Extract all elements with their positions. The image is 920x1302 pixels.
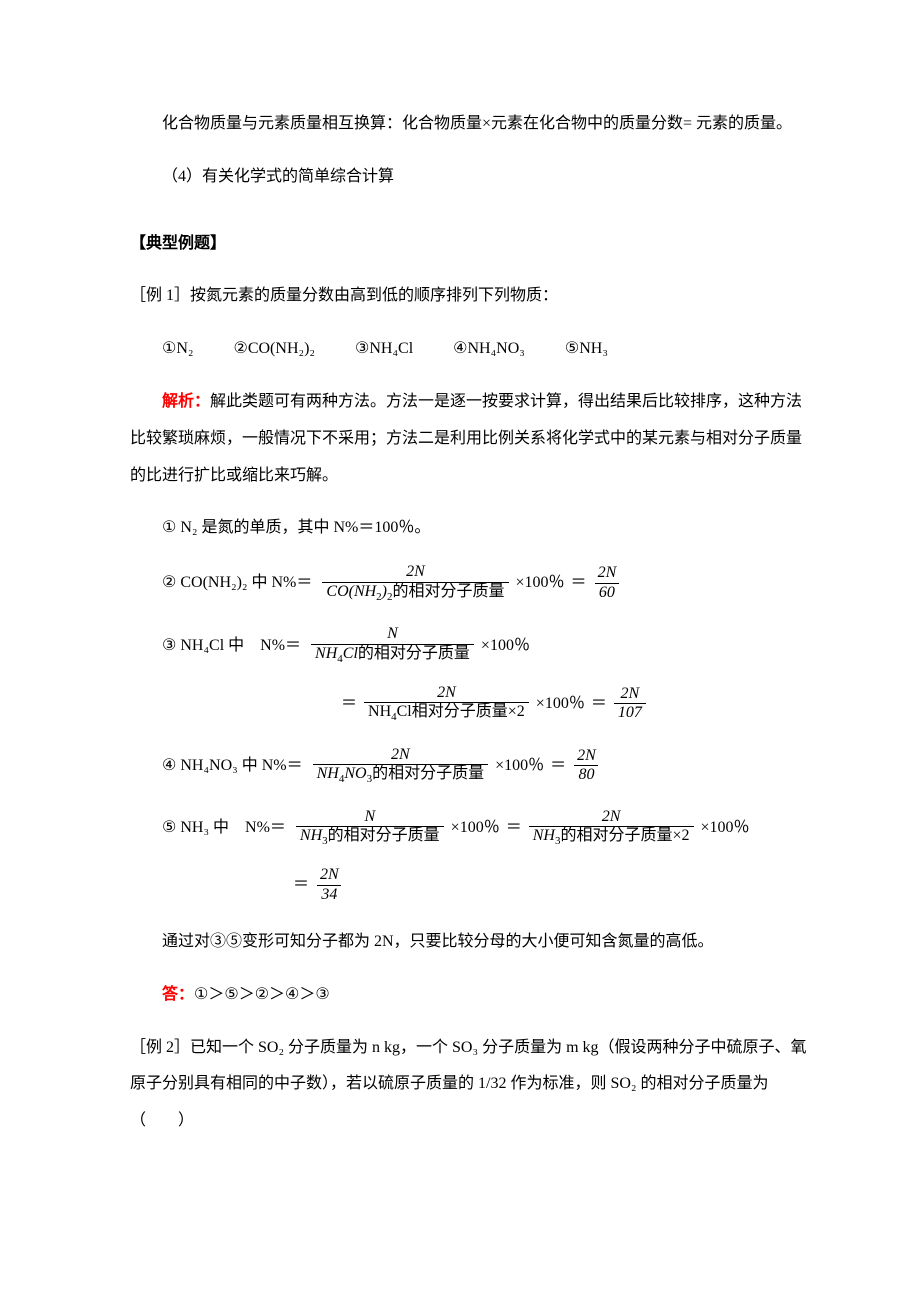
ex1-step-5: ⑤ NH₃ 中 N%＝ N NH3的相对分子质量 ×100％ ＝ 2N NH3的… (130, 808, 810, 848)
ex1-step-3-lead: ③ NH₄Cl 中 N%＝ (162, 638, 301, 654)
op-eq-2: ＝ (341, 696, 357, 712)
op-eq-4: ＝ (550, 758, 566, 774)
op-x100-2: ×100％ (481, 638, 530, 654)
op-x100-5: ×100％ (451, 820, 500, 836)
ex1-step-5b: ＝ 2N 34 (130, 866, 810, 904)
ex1-opt-2: ②CO(NH₂)₂ (233, 340, 315, 357)
ex1-step-4-lead: ④ NH₄NO₃ 中 N%＝ (162, 758, 303, 774)
frac-nh3: N NH3的相对分子质量 (296, 808, 444, 848)
frac-nh4cl: N NH4Cl的相对分子质量 (311, 625, 474, 665)
op-x100-3: ×100％ (536, 696, 585, 712)
op-eq-5: ＝ (506, 820, 522, 836)
ex1-step-3: ③ NH₄Cl 中 N%＝ N NH4Cl的相对分子质量 ×100％ (130, 625, 810, 665)
ex2-text: ［例 2］已知一个 SO₂ 分子质量为 n kg，一个 SO₃ 分子质量为 m … (130, 1030, 810, 1140)
op-x100-6: ×100％ (701, 820, 750, 836)
frac-nh4no3: 2N NH4NO3的相对分子质量 (313, 746, 488, 786)
ex1-step-3b: ＝ 2N NH4Cl相对分子质量×2 ×100％ ＝ 2N 107 (130, 684, 810, 724)
op-x100-4: ×100％ (495, 758, 544, 774)
op-eq-1: ＝ (571, 575, 587, 591)
frac-2n-80: 2N 80 (573, 747, 600, 785)
ex1-step-4: ④ NH₄NO₃ 中 N%＝ 2N NH4NO3的相对分子质量 ×100％ ＝ … (130, 746, 810, 786)
ex1-conclusion: 通过对③⑤变形可知分子都为 2N，只要比较分母的大小便可知含氮量的高低。 (130, 924, 810, 961)
ex1-analysis: 解析：解此类题可有两种方法。方法一是逐一按要求计算，得出结果后比较排序，这种方法… (130, 384, 810, 494)
op-x100-1: ×100％ (516, 575, 565, 591)
ex1-options: ①N₂ ②CO(NH₂)₂ ③NH₄Cl ④NH₄NO₃ ⑤NH₃ (130, 331, 810, 368)
frac-2n-107: 2N 107 (614, 685, 646, 723)
answer-label: 答： (162, 986, 194, 1003)
frac-nh4cl-x2: 2N NH4Cl相对分子质量×2 (364, 684, 529, 724)
section-header: 【典型例题】 (130, 226, 810, 263)
intro-line-1: 化合物质量与元素质量相互换算：化合物质量×元素在化合物中的质量分数= 元素的质量… (130, 106, 810, 143)
frac-2n-34: 2N 34 (316, 866, 343, 904)
ex1-title: ［例 1］按氮元素的质量分数由高到低的顺序排列下列物质： (130, 278, 810, 315)
op-eq-3: ＝ (591, 696, 607, 712)
answer-text: ①＞⑤＞②＞④＞③ (194, 986, 330, 1003)
ex1-answer: 答：①＞⑤＞②＞④＞③ (130, 977, 810, 1014)
analysis-label: 解析： (162, 393, 210, 410)
op-eq-6: ＝ (293, 877, 309, 893)
ex1-step-5-lead: ⑤ NH₃ 中 N%＝ (162, 820, 286, 836)
ex1-step-1: ① N₂ 是氮的单质，其中 N%＝100％。 (130, 510, 810, 547)
ex1-step-2-lead: ② CO(NH₂)₂ 中 N%＝ (162, 575, 312, 591)
ex1-opt-1: ①N₂ (162, 340, 193, 357)
ex1-step-2: ② CO(NH₂)₂ 中 N%＝ 2N CO(NH2)2的相对分子质量 ×100… (130, 563, 810, 603)
ex1-opt-5: ⑤NH₃ (565, 340, 608, 357)
frac-co-nh2: 2N CO(NH2)2的相对分子质量 (322, 563, 508, 603)
intro-line-2: （4）有关化学式的简单综合计算 (130, 159, 810, 196)
ex1-opt-4: ④NH₄NO₃ (453, 340, 525, 357)
ex1-opt-3: ③NH₄Cl (355, 340, 413, 357)
frac-nh3-x2: 2N NH3的相对分子质量×2 (529, 808, 694, 848)
analysis-text: 解此类题可有两种方法。方法一是逐一按要求计算，得出结果后比较排序，这种方法比较繁… (130, 393, 802, 484)
frac-2n-60: 2N 60 (594, 564, 621, 602)
